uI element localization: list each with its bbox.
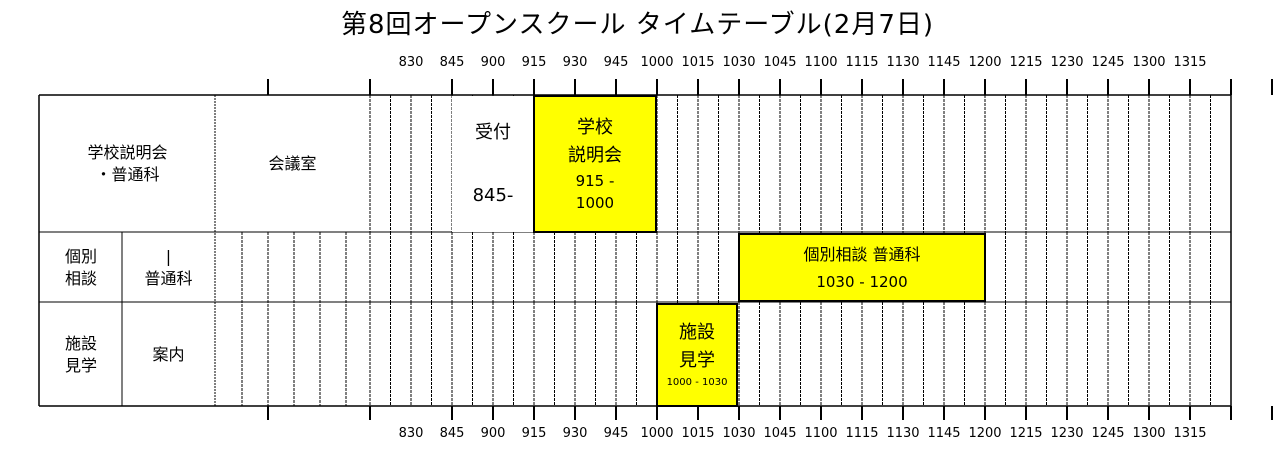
row-label-line: 施設 [64, 333, 97, 353]
time-tick-label: 1115 [845, 55, 879, 70]
row-location-meeting-room: 会議室 [268, 154, 317, 173]
time-tick-label: 845 [439, 426, 465, 441]
time-tick-label: 915 [521, 55, 547, 70]
time-tick-label: 1145 [927, 426, 961, 441]
briefing-time: 915 - [575, 172, 615, 190]
time-tick-label: 1000 [640, 55, 674, 70]
time-tick-label: 1200 [968, 426, 1002, 441]
briefing-line: 学校 [577, 117, 613, 138]
row-label-tour: 施設 見学 [40, 303, 122, 406]
row-location-general-course: | 普通科 [122, 233, 215, 302]
briefing-session-block: 学校 説明会 915 - 1000 [533, 95, 657, 233]
row-label-line: 相談 [64, 268, 97, 288]
reception-title: 受付 [475, 122, 511, 143]
time-tick-label: 930 [562, 55, 588, 70]
row-label-line: 学校説明会 [87, 143, 168, 162]
time-tick-label: 1315 [1173, 426, 1207, 441]
reception-time: 845- [472, 185, 514, 206]
time-tick-label: 1130 [886, 426, 920, 441]
time-tick-label: 1100 [804, 55, 838, 70]
time-tick-label: 1245 [1091, 55, 1125, 70]
time-tick-label: 900 [480, 55, 506, 70]
row-location-line: | [165, 246, 172, 266]
time-tick-label: 900 [480, 426, 506, 441]
consultation-block: 個別相談 普通科 1030 - 1200 [738, 233, 986, 302]
row-label-line: 見学 [64, 355, 97, 375]
briefing-line: 説明会 [568, 145, 622, 166]
consultation-title: 個別相談 普通科 [803, 244, 921, 264]
time-tick-label: 1230 [1050, 426, 1084, 441]
time-tick-label: 1030 [722, 55, 756, 70]
row-label-briefing: 学校説明会 ・普通科 [40, 96, 215, 232]
tour-line: 見学 [679, 350, 715, 371]
time-tick-label: 1145 [927, 55, 961, 70]
row-label-consult: 個別 相談 [40, 233, 122, 302]
time-tick-label: 1045 [763, 55, 797, 70]
facility-tour-block: 施設 見学 1000 - 1030 [656, 303, 738, 407]
time-tick-label: 1215 [1009, 55, 1043, 70]
time-tick-label: 1200 [968, 55, 1002, 70]
time-tick-label: 1315 [1173, 55, 1207, 70]
row-label-line: 個別 [64, 246, 97, 266]
time-tick-label: 1015 [681, 55, 715, 70]
time-tick-label: 915 [521, 426, 547, 441]
time-tick-label: 1130 [886, 55, 920, 70]
time-tick-label: 1115 [845, 426, 879, 441]
time-tick-label: 830 [398, 55, 424, 70]
time-tick-label: 930 [562, 426, 588, 441]
time-tick-label: 1300 [1132, 55, 1166, 70]
time-tick-label: 845 [439, 55, 465, 70]
tour-time: 1000 - 1030 [666, 377, 728, 388]
time-tick-label: 1300 [1132, 426, 1166, 441]
reception-block: 受付 845- [452, 96, 534, 232]
tour-line: 施設 [679, 322, 715, 343]
row-label-line: ・普通科 [95, 165, 160, 184]
time-tick-label: 1245 [1091, 426, 1125, 441]
time-tick-label: 945 [603, 55, 629, 70]
time-tick-label: 1015 [681, 426, 715, 441]
time-tick-label: 1230 [1050, 55, 1084, 70]
time-tick-label: 1100 [804, 426, 838, 441]
page-title: 第8回オープンスクール タイムテーブル(2月7日) [340, 10, 935, 40]
time-tick-label: 1000 [640, 426, 674, 441]
row-location-guide: 案内 [152, 344, 185, 364]
consultation-time: 1030 - 1200 [816, 272, 908, 291]
briefing-time: 1000 [575, 194, 615, 212]
time-tick-label: 945 [603, 426, 629, 441]
time-tick-label: 1030 [722, 426, 756, 441]
time-tick-label: 1215 [1009, 426, 1043, 441]
row-location-line: 普通科 [144, 268, 193, 288]
time-tick-label: 1045 [763, 426, 797, 441]
time-tick-label: 830 [398, 426, 424, 441]
